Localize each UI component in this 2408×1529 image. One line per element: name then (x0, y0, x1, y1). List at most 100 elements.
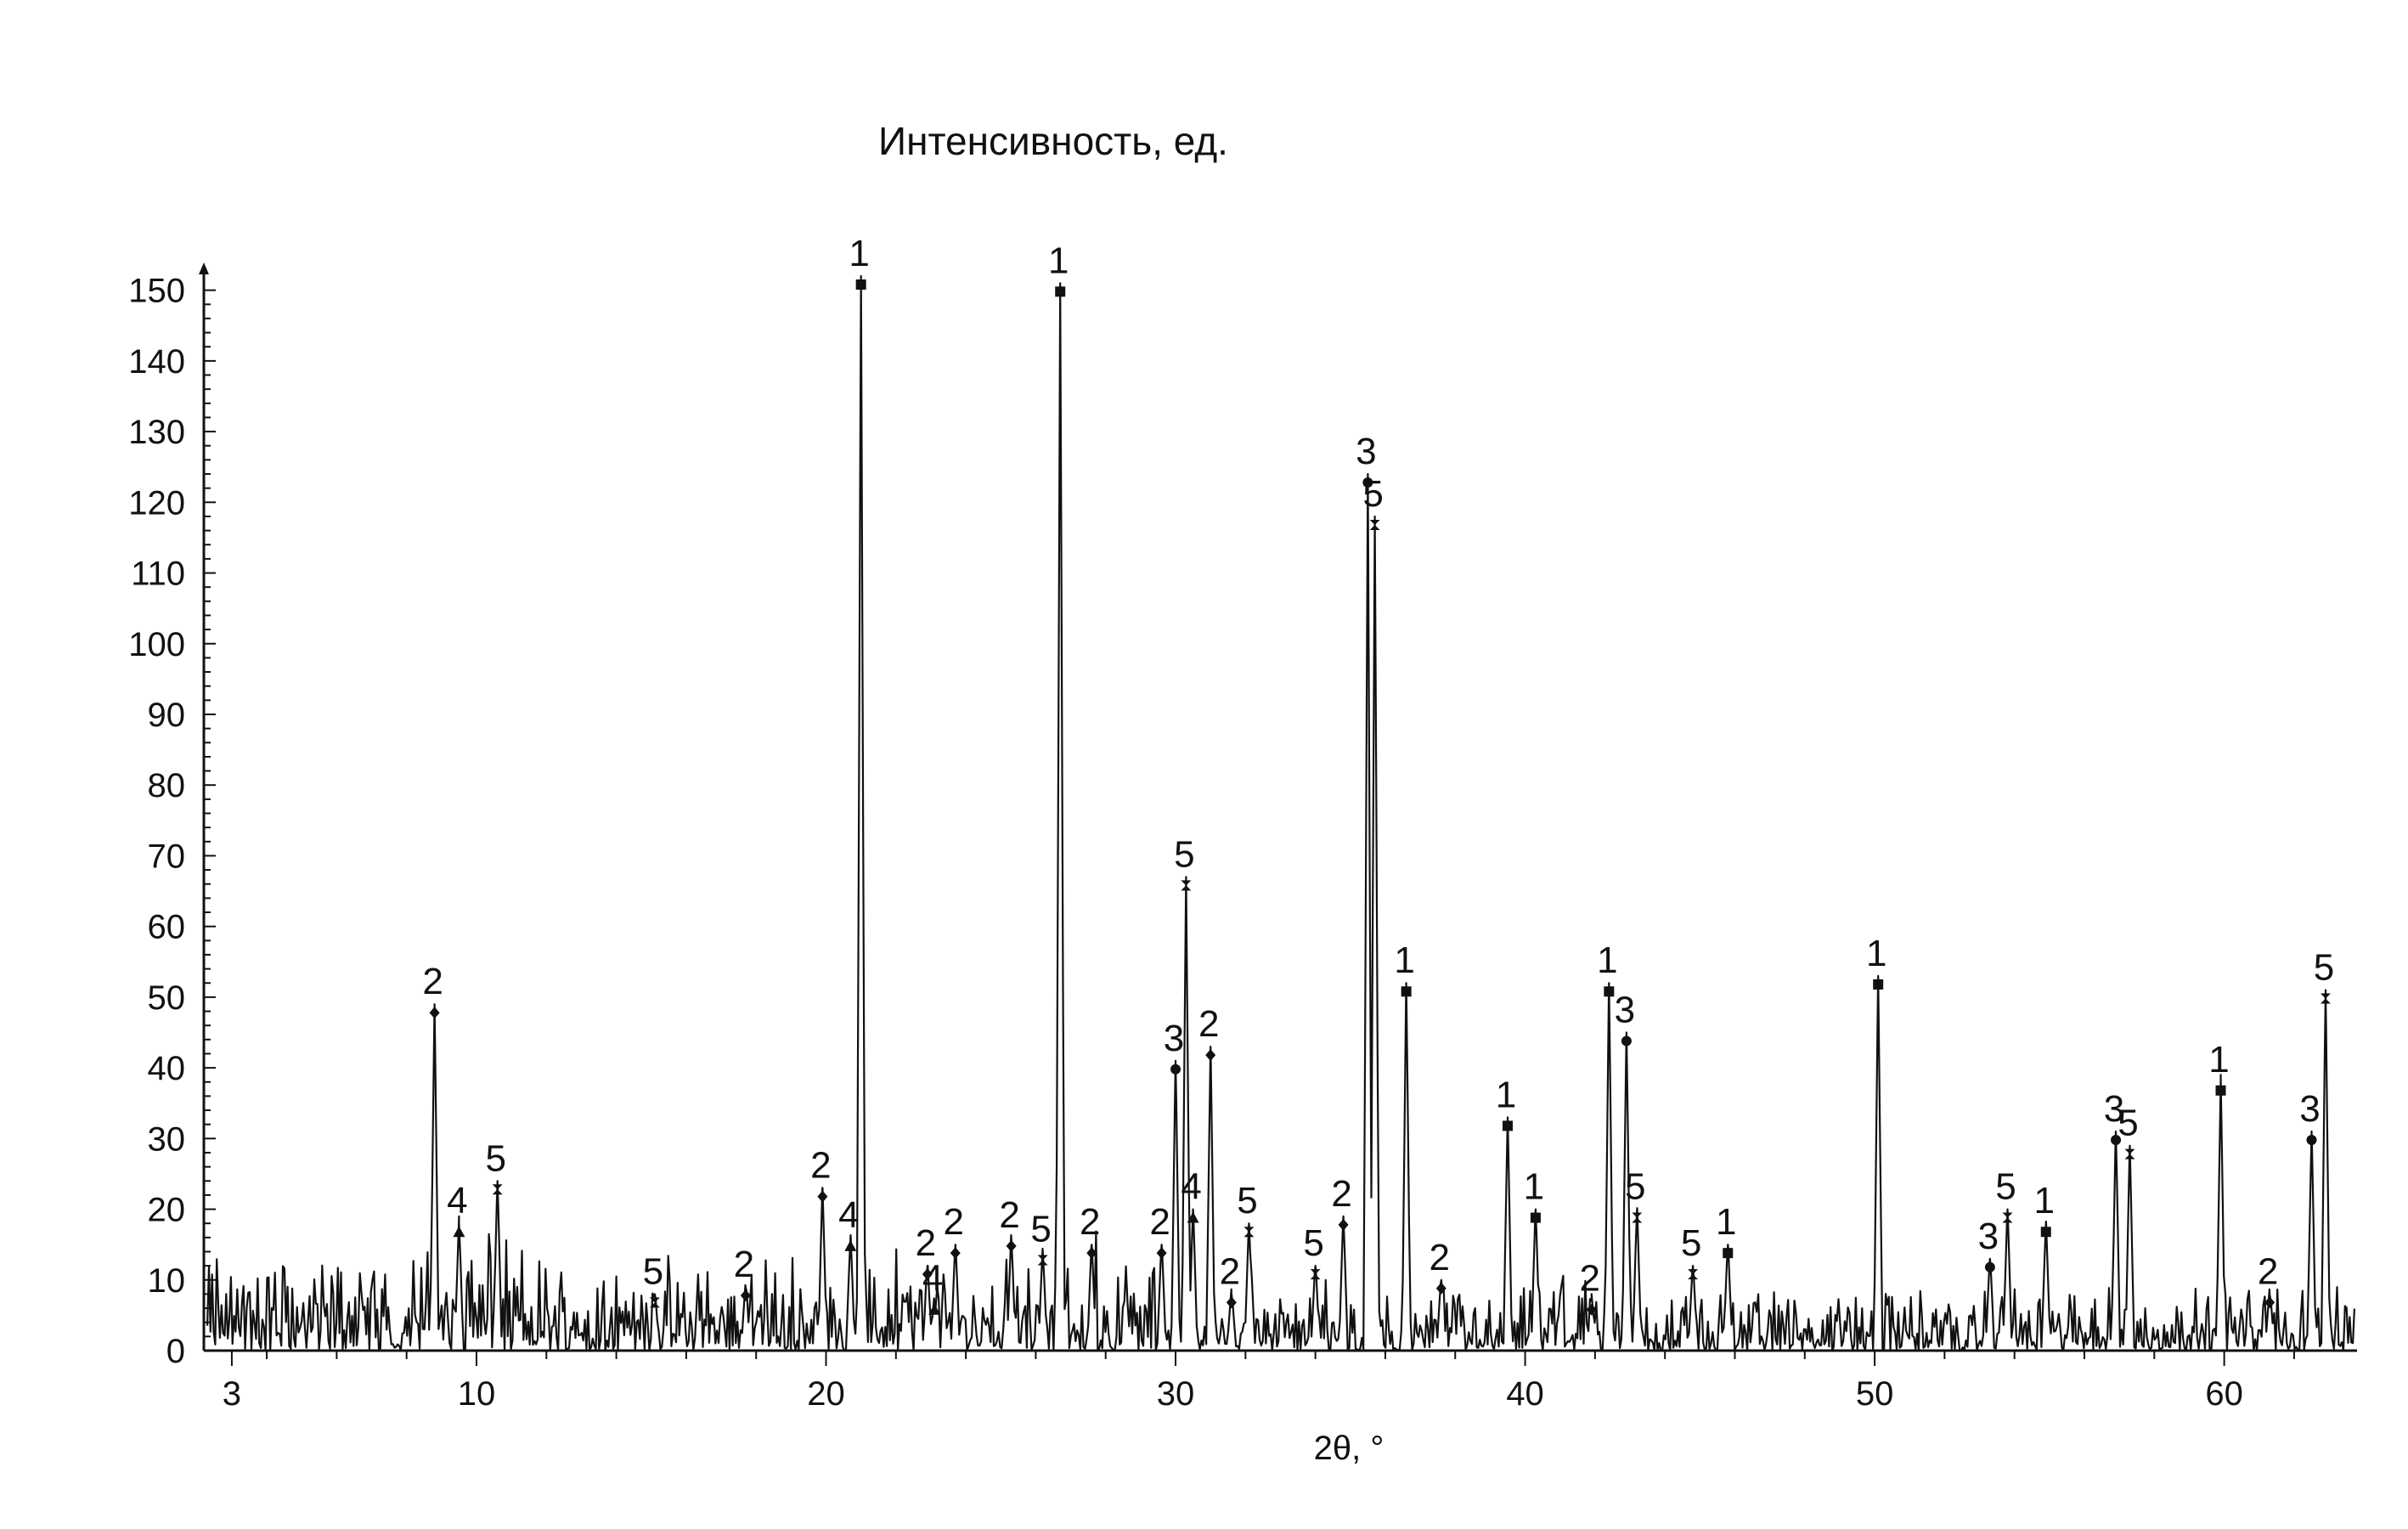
y-tick-label: 90 (148, 697, 186, 734)
peak-label: 1 (1496, 1074, 1516, 1115)
peak-label: 2 (734, 1244, 754, 1285)
peak-marker (1037, 1255, 1048, 1266)
peak-label: 5 (1362, 473, 1383, 515)
peak-label: 1 (1048, 240, 1069, 281)
peak-label: 5 (2314, 947, 2334, 989)
y-tick-label: 60 (148, 909, 186, 946)
pattern-line (206, 274, 2355, 1352)
peak-marker (2215, 1085, 2226, 1096)
x-tick-label: 50 (1856, 1375, 1894, 1413)
peak-label: 2 (1580, 1258, 1600, 1300)
y-tick-label: 130 (128, 414, 185, 451)
y-tick-label: 140 (128, 343, 185, 381)
y-tick-label: 150 (128, 273, 185, 310)
peak-marker (1362, 477, 1373, 488)
y-tick-label: 120 (128, 484, 185, 522)
peak-label: 2 (422, 961, 443, 1002)
peak-label: 2 (1331, 1173, 1351, 1215)
peak-marker (1226, 1296, 1237, 1309)
peak-marker (429, 1007, 440, 1019)
x-axis-title: 2θ, ° (1314, 1430, 1384, 1467)
peak-marker (817, 1190, 828, 1203)
peak-marker (2111, 1135, 2122, 1146)
y-tick-label: 70 (148, 838, 186, 875)
peak-label: 2 (944, 1201, 964, 1243)
peak-marker (922, 1268, 933, 1281)
y-tick-label: 30 (148, 1120, 186, 1158)
peak-label: 1 (1524, 1166, 1544, 1208)
peak-marker (1632, 1212, 1643, 1223)
peak-marker (2264, 1296, 2275, 1309)
peak-label: 5 (1625, 1166, 1645, 1208)
peak-label: 1 (1716, 1201, 1736, 1243)
x-tick-label: 40 (1506, 1375, 1544, 1413)
peak-marker (649, 1297, 660, 1308)
peak-label: 5 (1303, 1222, 1323, 1264)
peak-marker (1055, 286, 1066, 297)
peak-marker (1401, 986, 1412, 997)
peak-marker (740, 1289, 751, 1302)
peak-label: 3 (1615, 989, 1635, 1030)
peak-marker (2002, 1212, 2013, 1223)
peak-marker (2306, 1135, 2317, 1146)
peak-label: 4 (447, 1180, 467, 1222)
peak-label: 3 (1164, 1018, 1184, 1059)
y-tick-label: 20 (148, 1192, 186, 1229)
peak-marker (1621, 1035, 1632, 1047)
peak-marker (1604, 986, 1615, 997)
peak-label: 2 (1149, 1201, 1170, 1243)
peak-label: 2 (1198, 1003, 1219, 1045)
peak-label: 5 (1030, 1208, 1051, 1250)
y-tick-label: 80 (148, 767, 186, 804)
peak-label: 1 (849, 233, 869, 274)
peak-label: 3 (2104, 1088, 2124, 1130)
peak-marker (1310, 1269, 1321, 1280)
peak-label: 2 (916, 1222, 936, 1264)
chart-title: Интенсивность, ед. (878, 119, 1228, 163)
peak-marker (1205, 1049, 1216, 1062)
peak-marker (1688, 1269, 1699, 1280)
peak-label: 2 (1080, 1201, 1100, 1243)
peak-marker (1723, 1248, 1734, 1259)
peak-marker (1181, 880, 1192, 891)
peak-label: 1 (2208, 1039, 2229, 1080)
y-tick-label: 0 (166, 1333, 185, 1370)
y-tick-label: 50 (148, 979, 186, 1017)
peak-marker (1243, 1227, 1255, 1238)
x-tick-label: 10 (458, 1375, 496, 1413)
peak-marker (1338, 1218, 1349, 1231)
peak-marker (1502, 1120, 1513, 1131)
peak-marker (1530, 1212, 1541, 1223)
y-axis-arrow (199, 262, 209, 274)
peak-marker (1006, 1239, 1017, 1252)
peak-label: 2 (1220, 1250, 1240, 1292)
peak-marker (1369, 519, 1380, 530)
peak-marker (2040, 1227, 2051, 1238)
x-tick-label: 60 (2205, 1375, 2243, 1413)
y-tick-label: 10 (148, 1262, 186, 1300)
peak-label: 5 (2118, 1103, 2138, 1144)
y-tick-label: 110 (131, 556, 185, 593)
peak-marker (492, 1184, 503, 1195)
peak-marker (2124, 1148, 2135, 1159)
peak-label: 5 (1995, 1166, 2016, 1208)
y-tick-label: 100 (128, 626, 185, 663)
peak-label: 2 (810, 1145, 831, 1187)
peak-label: 2 (1430, 1237, 1450, 1278)
peak-marker (1586, 1303, 1597, 1316)
peak-label: 2 (999, 1194, 1019, 1236)
peak-label: 1 (1597, 939, 1617, 981)
peak-label: 5 (485, 1137, 505, 1179)
peak-marker (928, 1303, 941, 1315)
diffraction-pattern (206, 274, 2355, 1352)
x-tick-label: 30 (1157, 1375, 1195, 1413)
x-tick-label: 20 (807, 1375, 845, 1413)
peak-label: 5 (643, 1250, 663, 1292)
peak-marker (855, 279, 866, 290)
peak-marker (453, 1226, 465, 1238)
peak-label: 1 (1866, 933, 1886, 974)
peak-marker (950, 1247, 961, 1260)
